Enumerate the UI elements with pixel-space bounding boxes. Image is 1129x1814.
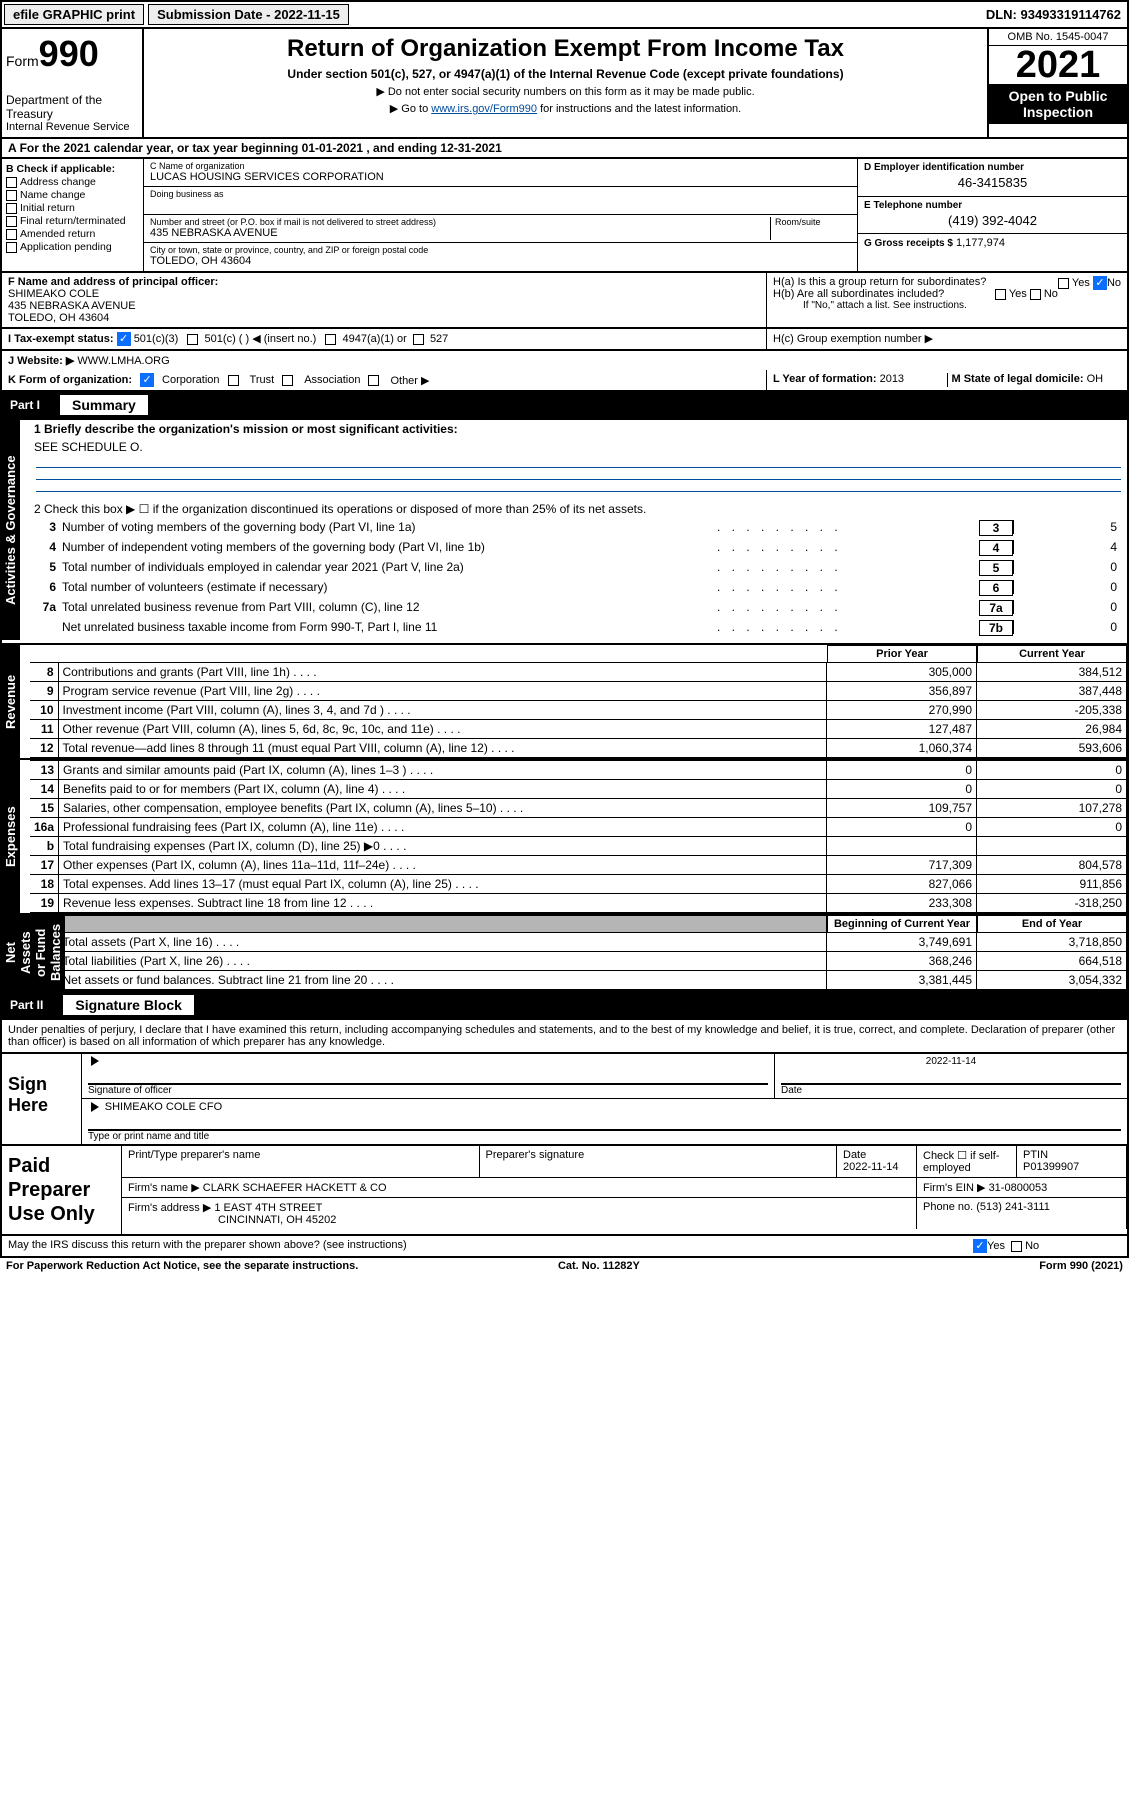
prep-date: 2022-11-14	[843, 1161, 898, 1173]
table-row: 18Total expenses. Add lines 13–17 (must …	[30, 875, 1127, 894]
top-bar: efile GRAPHIC print Submission Date - 20…	[0, 0, 1129, 29]
chk-discuss-yes[interactable]: ✓	[973, 1239, 987, 1253]
mission: SEE SCHEDULE O.	[34, 440, 1123, 454]
col-headers-2: Beginning of Current Year End of Year	[30, 915, 1127, 932]
table-row: 10Investment income (Part VIII, column (…	[30, 701, 1127, 720]
form-header: Form990 Department of the Treasury Inter…	[0, 29, 1129, 139]
chk-initial-return[interactable]: Initial return	[6, 202, 139, 214]
officer-name-title: SHIMEAKO COLE CFO	[105, 1101, 222, 1113]
efile-button[interactable]: efile GRAPHIC print	[4, 4, 144, 25]
H-c: H(c) Group exemption number ▶	[767, 329, 1127, 349]
part-1-header: Part I Summary	[0, 392, 1129, 420]
tab-revenue: Revenue	[1, 645, 20, 758]
may-discuss-row: May the IRS discuss this return with the…	[0, 1236, 1129, 1258]
table-row: 14Benefits paid to or for members (Part …	[30, 780, 1127, 799]
website: WWW.LMHA.ORG	[77, 355, 169, 367]
paid-preparer-block: Paid Preparer Use Only Print/Type prepar…	[0, 1146, 1129, 1236]
irs-label: Internal Revenue Service	[6, 121, 138, 133]
tab-expenses: Expenses	[1, 760, 20, 913]
page-footer: For Paperwork Reduction Act Notice, see …	[0, 1258, 1129, 1274]
col-B-checkboxes: B Check if applicable: Address change Na…	[2, 159, 144, 271]
tab-netassets: Net Assets or Fund Balances	[1, 915, 65, 990]
summary-line: 5Total number of individuals employed in…	[30, 558, 1127, 578]
table-expenses: 13Grants and similar amounts paid (Part …	[30, 760, 1127, 913]
table-row: 11Other revenue (Part VIII, column (A), …	[30, 720, 1127, 739]
firm-phone: (513) 241-3111	[976, 1201, 1050, 1213]
table-row: 16aProfessional fundraising fees (Part I…	[30, 818, 1127, 837]
chk-corporation[interactable]: ✓	[140, 373, 154, 387]
dln: DLN: 93493319114762	[986, 7, 1127, 22]
tab-governance: Activities & Governance	[1, 420, 20, 640]
pointer-icon	[91, 1056, 99, 1066]
col-headers-1: Prior Year Current Year	[30, 645, 1127, 662]
H-a: H(a) Is this a group return for subordin…	[773, 276, 1121, 288]
table-row: 19Revenue less expenses. Subtract line 1…	[30, 894, 1127, 913]
chk-address-change[interactable]: Address change	[6, 176, 139, 188]
table-row: 17Other expenses (Part IX, column (A), l…	[30, 856, 1127, 875]
firm-addr: 1 EAST 4TH STREET	[214, 1202, 322, 1214]
row-K-L-M: K Form of organization: ✓ Corporation Tr…	[0, 370, 1129, 392]
row-I: I Tax-exempt status: ✓ 501(c)(3) 501(c) …	[0, 329, 1129, 351]
table-row: 15Salaries, other compensation, employee…	[30, 799, 1127, 818]
summary-line: Net unrelated business taxable income fr…	[30, 618, 1127, 638]
table-row: 9Program service revenue (Part VIII, lin…	[30, 682, 1127, 701]
table-netassets: 20Total assets (Part X, line 16) . . . .…	[30, 932, 1127, 990]
section-expenses: Expenses 13Grants and similar amounts pa…	[0, 760, 1129, 915]
sign-block: Sign Here Signature of officer 2022-11-1…	[0, 1054, 1129, 1146]
open-to-public: Open to Public Inspection	[989, 84, 1127, 124]
firm-name: CLARK SCHAEFER HACKETT & CO	[203, 1182, 387, 1194]
city-state-zip: TOLEDO, OH 43604	[150, 255, 851, 267]
chk-501c3[interactable]: ✓	[117, 332, 131, 346]
chk-app-pending[interactable]: Application pending	[6, 241, 139, 253]
table-row: bTotal fundraising expenses (Part IX, co…	[30, 837, 1127, 856]
gross-receipts: 1,177,974	[956, 237, 1005, 249]
year-formation: 2013	[880, 373, 904, 385]
table-row: 13Grants and similar amounts paid (Part …	[30, 761, 1127, 780]
ptin: P01399907	[1023, 1161, 1079, 1173]
summary-line: 3Number of voting members of the governi…	[30, 518, 1127, 538]
ssn-note: ▶ Do not enter social security numbers o…	[154, 85, 977, 98]
org-name: LUCAS HOUSING SERVICES CORPORATION	[150, 171, 851, 183]
section-revenue: Revenue Prior Year Current Year 8Contrib…	[0, 645, 1129, 760]
chk-name-change[interactable]: Name change	[6, 189, 139, 201]
goto-note: ▶ Go to www.irs.gov/Form990 for instruct…	[154, 102, 977, 115]
penalties-statement: Under penalties of perjury, I declare th…	[0, 1020, 1129, 1054]
summary-line: 6Total number of volunteers (estimate if…	[30, 578, 1127, 598]
table-revenue: 8Contributions and grants (Part VIII, li…	[30, 662, 1127, 758]
table-row: 21Total liabilities (Part X, line 26) . …	[30, 952, 1127, 971]
summary-line: 4Number of independent voting members of…	[30, 538, 1127, 558]
state-domicile: OH	[1087, 373, 1104, 385]
table-row: 12Total revenue—add lines 8 through 11 (…	[30, 739, 1127, 758]
row-A-period: A For the 2021 calendar year, or tax yea…	[0, 139, 1129, 159]
summary-line: 7aTotal unrelated business revenue from …	[30, 598, 1127, 618]
table-row: 22Net assets or fund balances. Subtract …	[30, 971, 1127, 990]
chk-amended[interactable]: Amended return	[6, 228, 139, 240]
submission-date: Submission Date - 2022-11-15	[148, 4, 349, 25]
section-governance: Activities & Governance 1 Briefly descri…	[0, 420, 1129, 645]
dept-treasury: Department of the Treasury	[6, 93, 138, 121]
ein: 46-3415835	[864, 175, 1121, 190]
row-F-H: F Name and address of principal officer:…	[0, 273, 1129, 329]
tax-year: 2021	[989, 46, 1127, 84]
pointer-icon	[91, 1102, 99, 1112]
chk-final-return[interactable]: Final return/terminated	[6, 215, 139, 227]
table-row: 20Total assets (Part X, line 16) . . . .…	[30, 933, 1127, 952]
firm-ein: 31-0800053	[989, 1182, 1048, 1194]
irs-link[interactable]: www.irs.gov/Form990	[431, 103, 537, 115]
sign-date: 2022-11-14	[781, 1056, 1121, 1067]
form-number: Form990	[6, 33, 138, 75]
table-row: 8Contributions and grants (Part VIII, li…	[30, 663, 1127, 682]
form-subtitle: Under section 501(c), 527, or 4947(a)(1)…	[154, 67, 977, 81]
part-2-header: Part II Signature Block	[0, 992, 1129, 1020]
section-netassets: Net Assets or Fund Balances Beginning of…	[0, 915, 1129, 992]
officer-name: SHIMEAKO COLE	[8, 288, 760, 300]
form-title: Return of Organization Exempt From Incom…	[154, 35, 977, 63]
telephone: (419) 392-4042	[864, 213, 1121, 228]
row-J-website: J Website: ▶ WWW.LMHA.ORG	[0, 351, 1129, 370]
street-address: 435 NEBRASKA AVENUE	[150, 227, 770, 239]
entity-info: B Check if applicable: Address change Na…	[0, 159, 1129, 273]
